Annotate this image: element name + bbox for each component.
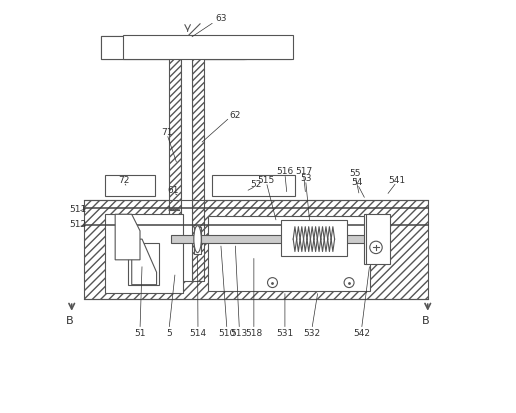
Text: 5: 5 bbox=[166, 328, 172, 337]
Text: 513: 513 bbox=[231, 328, 248, 337]
Bar bbox=[208, 217, 370, 291]
Bar bbox=[182, 58, 192, 281]
Text: 518: 518 bbox=[245, 328, 263, 337]
Polygon shape bbox=[132, 240, 156, 285]
Text: 63: 63 bbox=[215, 14, 227, 23]
Circle shape bbox=[267, 278, 278, 288]
Bar bbox=[123, 36, 293, 60]
Bar bbox=[213, 176, 295, 196]
Bar bbox=[281, 221, 347, 256]
Text: 532: 532 bbox=[303, 328, 320, 337]
Bar bbox=[364, 215, 391, 264]
Text: 51: 51 bbox=[134, 328, 146, 337]
Text: 71: 71 bbox=[161, 128, 173, 137]
Text: 53: 53 bbox=[300, 173, 311, 182]
Bar bbox=[192, 58, 204, 281]
Text: 54: 54 bbox=[352, 177, 363, 186]
Bar bbox=[173, 37, 244, 60]
Text: B: B bbox=[66, 315, 73, 325]
Text: 514: 514 bbox=[189, 328, 206, 337]
Text: 531: 531 bbox=[276, 328, 294, 337]
Bar bbox=[194, 227, 201, 254]
Text: 510: 510 bbox=[218, 328, 236, 337]
Text: B: B bbox=[422, 315, 429, 325]
Circle shape bbox=[370, 242, 382, 254]
Polygon shape bbox=[115, 215, 140, 260]
Text: 511: 511 bbox=[69, 204, 87, 213]
Bar bbox=[171, 235, 386, 244]
Text: 515: 515 bbox=[257, 175, 275, 184]
Text: 512: 512 bbox=[69, 219, 87, 228]
Bar bbox=[105, 215, 184, 293]
Text: 55: 55 bbox=[349, 169, 361, 178]
Text: 517: 517 bbox=[295, 167, 312, 176]
Bar bbox=[101, 37, 291, 60]
Text: 72: 72 bbox=[118, 175, 129, 184]
Text: 62: 62 bbox=[230, 111, 241, 120]
Text: 542: 542 bbox=[353, 328, 370, 337]
Bar bbox=[105, 176, 154, 196]
Bar bbox=[101, 37, 246, 60]
Text: 52: 52 bbox=[250, 179, 262, 188]
Text: 541: 541 bbox=[388, 175, 405, 184]
Ellipse shape bbox=[194, 226, 201, 253]
Circle shape bbox=[344, 278, 354, 288]
Text: 61: 61 bbox=[167, 185, 179, 195]
Text: 516: 516 bbox=[276, 167, 294, 176]
Bar bbox=[169, 58, 182, 281]
Bar bbox=[84, 200, 428, 299]
Bar bbox=[127, 244, 158, 285]
